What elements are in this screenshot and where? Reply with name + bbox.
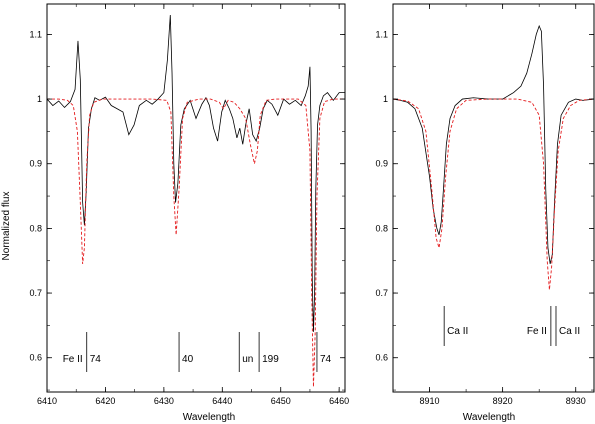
y-tick-label: 1 (383, 94, 388, 104)
line-id-label: 74 (90, 354, 102, 365)
x-tick-label: 6430 (154, 396, 174, 406)
y-tick-label: 1.1 (29, 29, 42, 39)
y-tick-label: 1 (37, 94, 42, 104)
right-x-axis-label: Wavelength (463, 412, 515, 423)
plot-frame (392, 3, 595, 393)
line-id-label: 74 (320, 354, 332, 365)
line-id-label: un (242, 354, 253, 365)
line-id-label: Ca II (447, 326, 468, 337)
x-tick-label: 8920 (493, 396, 513, 406)
observed-line-1 (393, 24, 594, 265)
series-group (393, 24, 594, 290)
model-line-0 (47, 98, 345, 387)
observed-line-0 (47, 14, 345, 332)
x-tick-label: 6440 (212, 396, 232, 406)
y-axis-label: Normalized flux (1, 192, 12, 261)
line-id-label: Fe II (527, 326, 547, 337)
x-tick-label: 8910 (420, 396, 440, 406)
y-tick-label: 0.6 (29, 353, 42, 363)
line-id-label: 199 (262, 354, 279, 365)
plot-frame (46, 3, 346, 393)
line-id-label: Fe II (63, 354, 83, 365)
y-tick-label: 0.8 (375, 223, 388, 233)
x-tick-label: 6420 (95, 396, 115, 406)
line-id-label: 40 (182, 354, 194, 365)
left-spectrum-panel: 6410 6420 6430 6440 6450 6460 0.6 0.7 0.8 0.9 1 1.1… (29, 3, 349, 406)
model-line-1 (393, 98, 594, 290)
x-tick-label: 6460 (329, 396, 349, 406)
y-tick-label: 0.8 (29, 223, 42, 233)
y-tick-label: 0.9 (375, 159, 388, 169)
right-spectrum-panel: 8910 8920 8930 0.6 0.7 0.8 0.9 1 1.1 Ca II Fe II Ca… (375, 3, 595, 406)
x-tick-label: 8930 (566, 396, 586, 406)
left-x-axis-label: Wavelength (183, 412, 235, 423)
x-tick-label: 6410 (37, 396, 57, 406)
series-group (47, 14, 345, 387)
y-tick-label: 1.1 (375, 29, 388, 39)
y-tick-label: 0.7 (375, 288, 388, 298)
x-tick-label: 6450 (271, 396, 291, 406)
y-tick-label: 0.6 (375, 353, 388, 363)
line-id-label: Ca II (559, 326, 580, 337)
y-tick-label: 0.7 (29, 288, 42, 298)
y-tick-label: 0.9 (29, 159, 42, 169)
